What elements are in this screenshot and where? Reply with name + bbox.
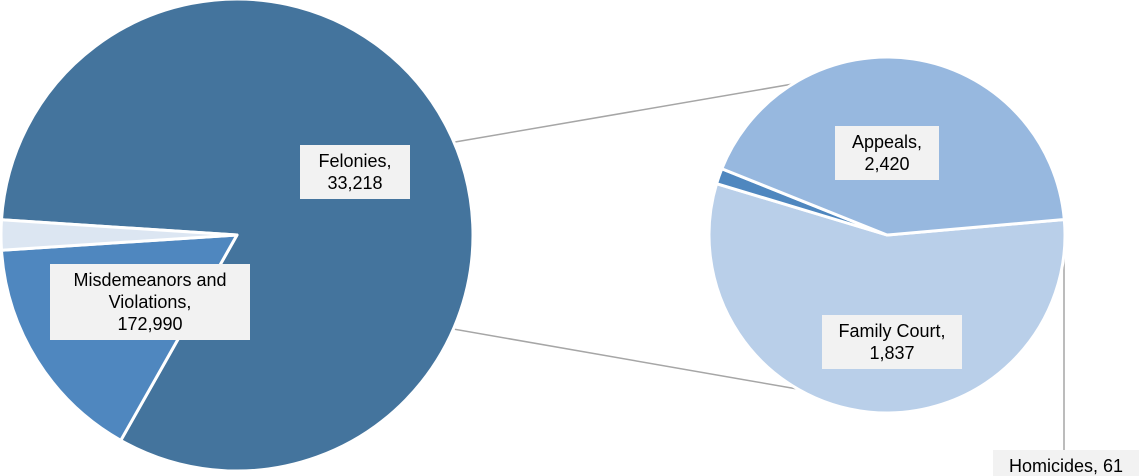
main-pie <box>0 0 475 473</box>
slice-other <box>0 218 239 252</box>
label-appeals: Appeals, 2,420 <box>852 132 922 174</box>
label-family-court: Family Court, 1,837 <box>838 321 945 363</box>
label-misdemeanors-and-violations-box <box>50 264 250 340</box>
label-homicides-box <box>993 450 1139 476</box>
label-felonies: Felonies, 33,218 <box>318 151 391 193</box>
label-homicides: Homicides, 61 <box>1009 456 1123 476</box>
label-appeals-box <box>835 126 939 180</box>
label-misdemeanors-and-violations: Misdemeanors and Violations, 172,990 <box>73 270 226 334</box>
label-felonies-box <box>300 145 410 199</box>
label-family-court-box <box>822 315 962 369</box>
slice-appeals <box>707 182 1067 415</box>
